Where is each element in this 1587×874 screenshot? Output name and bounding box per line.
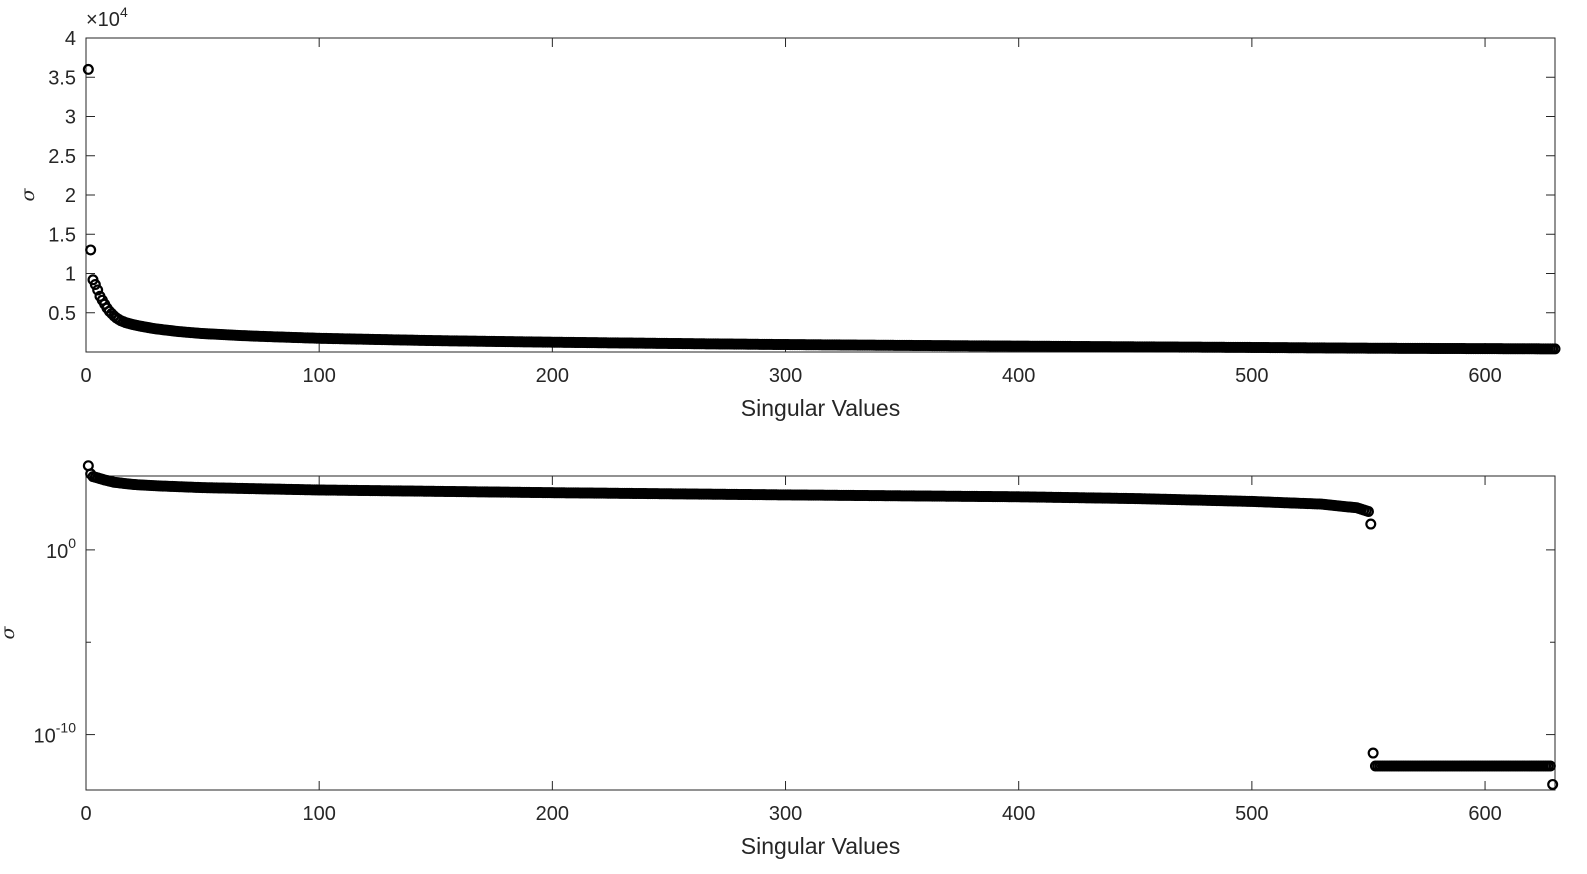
y-tick-label: 2 [65, 185, 76, 207]
bottom-plot-log: 0 100 200 300 400 500 600 10-10 100 Singular Valu… [0, 460, 1559, 859]
y-axis-label: σ [0, 625, 19, 639]
data-point [92, 284, 104, 296]
data-point [1365, 518, 1377, 530]
y-tick-label: 100 [46, 535, 76, 563]
data-point [1549, 343, 1561, 355]
x-axis-label: Singular Values [741, 395, 900, 421]
y-tick-label: 10-10 [34, 720, 77, 748]
y-tick-label: 1.5 [48, 224, 76, 246]
x-tick-label: 500 [1235, 803, 1268, 825]
data-point [82, 63, 94, 75]
y-tick-label: 1 [65, 264, 76, 286]
x-tick-label: 0 [80, 365, 91, 387]
y-axis-label: σ [17, 187, 39, 201]
x-tick-label: 200 [536, 365, 569, 387]
x-tick-label: 600 [1468, 803, 1501, 825]
y-tick-label: 0.5 [48, 303, 76, 325]
y-tick-label: 4 [65, 28, 76, 50]
x-tick-label: 500 [1235, 365, 1268, 387]
x-tick-label: 0 [80, 803, 91, 825]
data-point [89, 278, 101, 290]
y-exponent-label: ×104 [86, 4, 128, 31]
x-tick-label: 400 [1002, 365, 1035, 387]
top-plot-linear: 0 100 200 300 400 500 600 0.5 1 1.5 2 2.5 3 3.5 4 ×104 S… [17, 4, 1561, 421]
data-point [1547, 778, 1559, 790]
data-point [85, 244, 97, 256]
axes-frame [85, 475, 1556, 791]
data-point [1544, 760, 1556, 772]
y-tick-label: 3.5 [48, 67, 76, 89]
x-tick-label: 600 [1468, 365, 1501, 387]
x-tick-label: 100 [302, 365, 335, 387]
y-tick-label: 3 [65, 107, 76, 129]
x-tick-label: 200 [536, 803, 569, 825]
x-tick-label: 400 [1002, 803, 1035, 825]
x-tick-label: 300 [769, 803, 802, 825]
x-axis-label: Singular Values [741, 833, 900, 859]
x-tick-label: 300 [769, 365, 802, 387]
data-point [1367, 747, 1379, 759]
x-tick-label: 100 [302, 803, 335, 825]
axes-frame [85, 37, 1556, 353]
data-point [1362, 505, 1374, 517]
y-tick-label: 2.5 [48, 146, 76, 168]
